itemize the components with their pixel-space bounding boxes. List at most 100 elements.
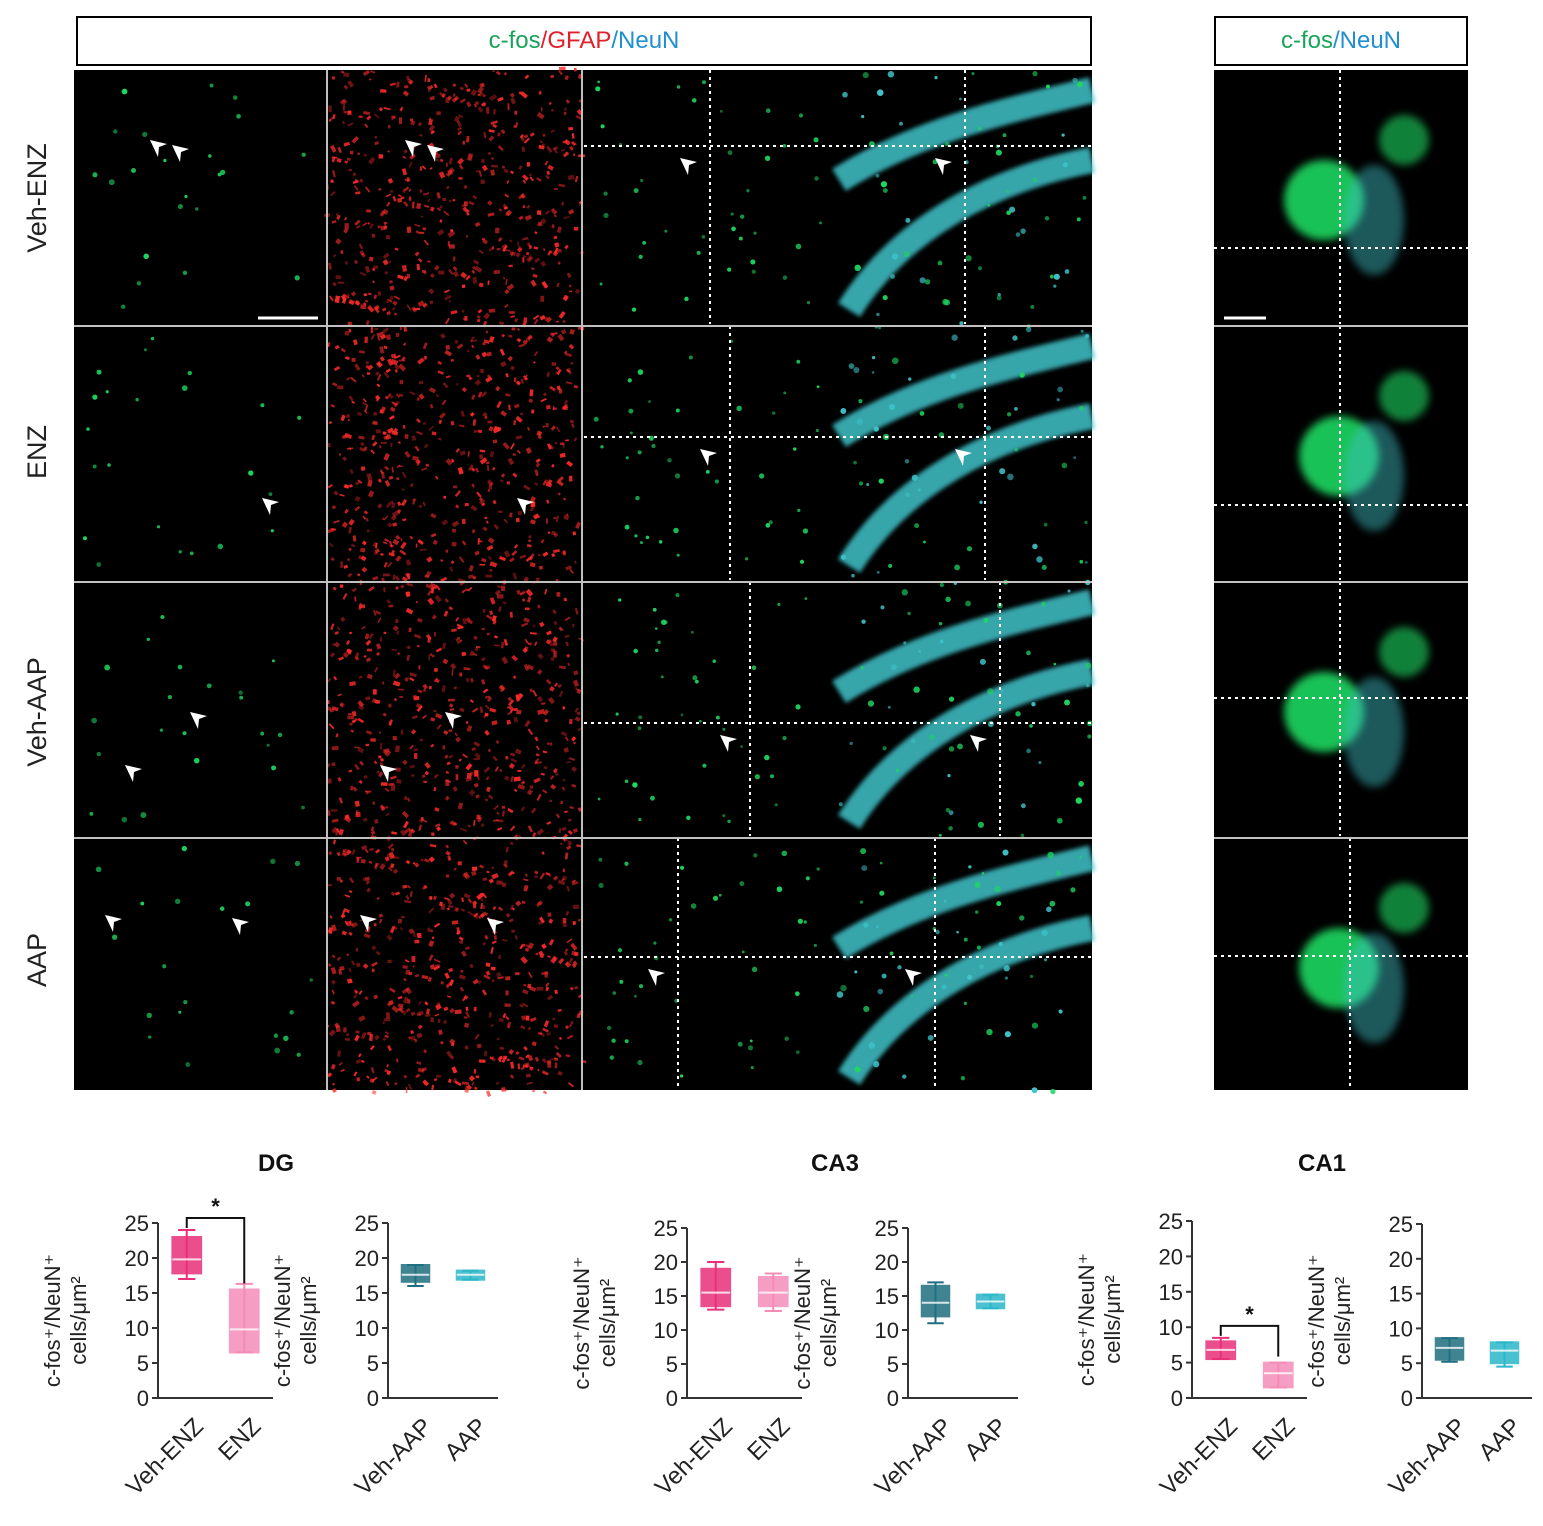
gfap-mark xyxy=(462,140,465,145)
gfap-mark xyxy=(507,696,513,702)
gfap-mark xyxy=(437,370,444,375)
gfap-mark xyxy=(519,1004,524,1008)
gfap-mark xyxy=(363,110,370,116)
cfos-dot xyxy=(663,620,668,625)
gfap-mark xyxy=(331,762,336,767)
cfos-dot xyxy=(750,1066,754,1070)
gfap-mark xyxy=(376,373,382,381)
gfap-mark xyxy=(349,468,354,475)
gfap-mark xyxy=(553,650,557,658)
neun-dot xyxy=(1053,273,1060,280)
cfos-dot xyxy=(645,535,650,540)
gfap-mark xyxy=(429,652,433,657)
gfap-mark xyxy=(481,656,486,662)
gfap-mark xyxy=(552,145,559,151)
gfap-mark xyxy=(354,505,361,512)
neun-dot xyxy=(1032,71,1038,77)
cfos-dot xyxy=(624,861,629,866)
gfap-mark xyxy=(386,599,391,605)
gfap-mark xyxy=(377,291,381,296)
gfap-mark xyxy=(551,362,557,367)
gfap-mark xyxy=(467,451,470,457)
neun-dot xyxy=(1015,711,1021,717)
gfap-mark xyxy=(491,466,496,471)
gfap-mark xyxy=(410,729,417,735)
gfap-mark xyxy=(388,475,394,480)
gfap-mark xyxy=(512,572,518,580)
category-label: AAP xyxy=(1474,1413,1527,1466)
gfap-mark xyxy=(504,289,510,295)
gfap-mark xyxy=(481,892,487,899)
gfap-mark xyxy=(493,109,496,115)
gfap-mark xyxy=(523,617,530,623)
gfap-mark xyxy=(446,761,451,766)
gfap-mark xyxy=(574,607,579,615)
gfap-mark xyxy=(487,537,495,544)
gfap-mark xyxy=(364,876,371,884)
gfap-mark xyxy=(366,1075,370,1079)
gfap-mark xyxy=(519,133,524,139)
gfap-mark xyxy=(348,889,353,894)
gfap-mark xyxy=(374,548,380,554)
gfap-mark xyxy=(511,550,518,557)
gfap-mark xyxy=(560,731,568,737)
gfap-mark xyxy=(361,374,365,378)
inset-row-1 xyxy=(1214,326,1468,580)
gfap-mark xyxy=(522,179,527,184)
gfap-mark xyxy=(520,193,526,199)
gfap-mark xyxy=(437,270,445,275)
gfap-mark xyxy=(343,141,351,147)
gfap-mark xyxy=(472,194,478,200)
neun-dot xyxy=(887,70,895,78)
neun-dot xyxy=(1056,398,1060,402)
gfap-mark xyxy=(403,1074,408,1079)
gfap-mark xyxy=(516,692,524,701)
gfap-mark xyxy=(555,366,560,371)
gfap-mark xyxy=(430,743,435,748)
box-aap: AAP xyxy=(1474,1341,1527,1466)
gfap-mark xyxy=(550,108,554,112)
gfap-mark xyxy=(421,1067,427,1072)
neun-dot xyxy=(1003,965,1010,972)
gfap-mark xyxy=(561,875,568,881)
gfap-mark xyxy=(456,636,460,641)
neun-band xyxy=(837,915,1095,1085)
neun-dot xyxy=(1079,855,1083,859)
gfap-mark xyxy=(355,856,362,859)
gfap-mark xyxy=(331,818,339,823)
gfap-mark xyxy=(386,934,393,941)
gfap-mark xyxy=(379,637,383,642)
gfap-mark xyxy=(468,200,475,206)
neun-dot xyxy=(888,404,896,411)
gfap-mark xyxy=(418,1000,422,1005)
gfap-mark xyxy=(520,378,525,384)
gfap-mark xyxy=(373,411,377,416)
gfap-mark xyxy=(344,160,349,164)
gfap-mark xyxy=(384,480,391,487)
gfap-mark xyxy=(553,620,558,626)
cfos-dot xyxy=(181,385,188,391)
gfap-mark xyxy=(477,93,481,96)
neun-dot xyxy=(1062,162,1069,168)
gfap-mark xyxy=(343,216,348,221)
gfap-mark xyxy=(441,399,447,406)
gfap-mark xyxy=(451,458,455,463)
gfap-mark xyxy=(524,720,531,728)
arrowhead-marker xyxy=(700,449,717,466)
neun-dot xyxy=(1012,335,1018,341)
neun-dot xyxy=(977,126,982,131)
gfap-mark xyxy=(428,425,435,431)
gfap-mark xyxy=(383,106,391,111)
gfap-mark xyxy=(391,553,395,556)
cfos-dot xyxy=(805,876,810,881)
gfap-mark xyxy=(479,457,488,465)
cfos-dot xyxy=(182,731,187,736)
gfap-mark xyxy=(461,540,467,546)
gfap-mark xyxy=(562,778,566,782)
gfap-mark xyxy=(405,591,411,594)
gfap-mark xyxy=(534,758,540,765)
gfap-mark xyxy=(393,295,400,300)
gfap-mark xyxy=(384,538,390,543)
gfap-mark xyxy=(395,333,400,337)
gfap-mark xyxy=(462,617,468,625)
